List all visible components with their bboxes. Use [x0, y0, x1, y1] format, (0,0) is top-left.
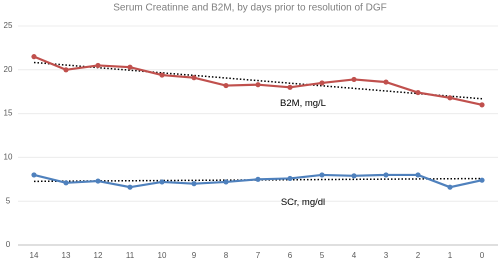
x-tick-label: 1: [448, 251, 453, 260]
x-tick-label: 4: [352, 251, 357, 260]
x-tick-label: 3: [384, 251, 389, 260]
y-tick-label: 15: [4, 109, 13, 118]
point: [479, 102, 485, 108]
x-tick-label: 0: [480, 251, 485, 260]
point: [415, 89, 421, 96]
trendline: [33, 61, 483, 100]
x-tick-label: 14: [30, 251, 39, 260]
point: [191, 75, 197, 81]
y-tick-label: 5: [6, 196, 11, 205]
point: [159, 179, 165, 185]
series-label: B2M, mg/L: [280, 98, 326, 109]
point: [63, 67, 69, 73]
x-tick-label: 10: [158, 251, 167, 260]
chart-title: Serum Creatinne and B2M, by days prior t…: [113, 3, 386, 14]
point: [287, 84, 293, 90]
point: [447, 184, 453, 190]
point: [63, 180, 69, 186]
point: [159, 72, 165, 78]
point: [383, 79, 389, 85]
x-tick-label: 2: [416, 251, 421, 260]
y-tick-label: 25: [4, 21, 13, 30]
point: [191, 181, 197, 187]
x-tick-label: 12: [94, 251, 103, 260]
x-tick-label: 7: [256, 251, 261, 260]
x-tick-label: 9: [192, 251, 197, 260]
y-tick-label: 10: [4, 153, 13, 162]
series-label: SCr, mg/dl: [281, 197, 325, 208]
x-tick-label: 6: [288, 251, 293, 260]
point: [351, 173, 357, 179]
point: [31, 172, 37, 178]
point: [447, 95, 453, 101]
point: [127, 64, 133, 70]
point: [223, 82, 229, 89]
point: [31, 54, 37, 60]
point: [351, 76, 357, 83]
point: [95, 62, 101, 69]
point: [383, 172, 389, 178]
point: [127, 184, 133, 190]
point: [287, 175, 293, 182]
y-tick-label: 0: [6, 240, 11, 249]
x-tick-label: 13: [62, 251, 71, 260]
x-tick-label: 5: [320, 251, 325, 260]
y-tick-label: 20: [4, 65, 13, 74]
x-tick-label: 8: [224, 251, 229, 260]
point: [319, 80, 325, 86]
x-tick-label: 11: [126, 251, 135, 260]
point: [255, 82, 261, 88]
point: [479, 177, 485, 183]
point: [319, 172, 325, 178]
point: [95, 178, 101, 184]
point: [255, 176, 261, 182]
point: [415, 172, 421, 178]
point: [223, 179, 229, 185]
